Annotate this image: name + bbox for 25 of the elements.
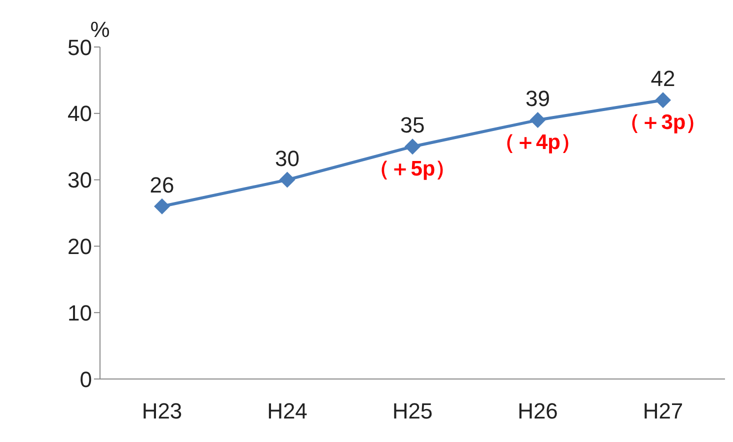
point (154, 198, 170, 214)
y-axis-title: % (90, 17, 110, 42)
x-tick-label: H23 (142, 398, 182, 424)
annotation: （＋4p） (494, 130, 582, 154)
x-tick-label: H26 (518, 398, 558, 424)
point (404, 138, 420, 155)
x-tick-label: H27 (642, 398, 684, 424)
y-tick-label: 40 (68, 101, 92, 126)
data-label: 26 (150, 172, 174, 198)
point (530, 112, 546, 128)
data-label: 39 (526, 86, 550, 112)
data-label: 35 (400, 112, 425, 138)
y-tick-label: 0 (80, 366, 92, 392)
x-tick-label: H24 (267, 398, 308, 424)
y-tick-label: 20 (68, 234, 92, 260)
point (279, 172, 296, 188)
y-tick-label: 10 (68, 300, 92, 326)
annotation: （＋3p） (619, 111, 707, 134)
y-tick-label: 30 (68, 168, 92, 193)
point (655, 92, 671, 108)
annotation: （＋5p） (368, 158, 456, 181)
x-tick-label: H25 (392, 398, 433, 424)
data-label: 42 (650, 66, 676, 92)
data-label: 30 (275, 146, 300, 171)
y-tick-label: 50 (68, 34, 92, 60)
